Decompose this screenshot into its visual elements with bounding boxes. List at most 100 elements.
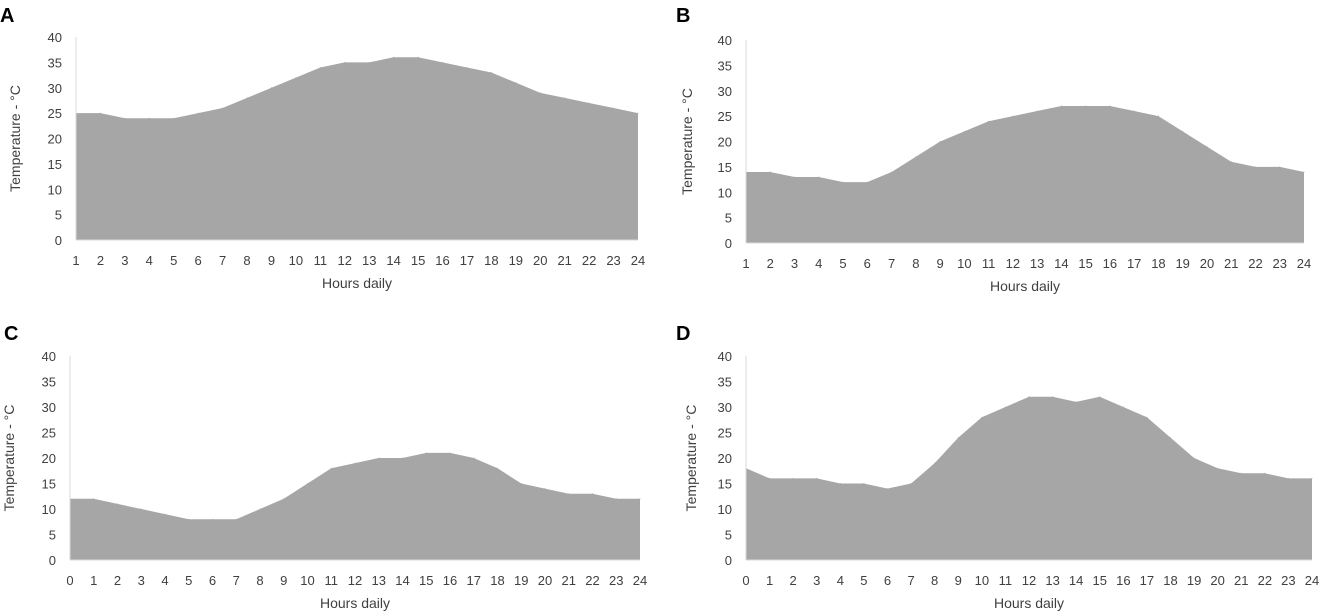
x-tick-label: 6 [195, 253, 202, 268]
data-point [615, 498, 617, 500]
y-tick-label: 5 [725, 528, 732, 543]
temperature-area [746, 396, 1312, 560]
x-tick-label: 4 [161, 573, 168, 588]
y-tick-label: 40 [718, 349, 732, 364]
data-point [93, 498, 95, 500]
x-tick-label: 6 [864, 256, 871, 271]
data-point [449, 452, 451, 454]
y-tick-label: 15 [48, 157, 62, 172]
x-tick-label: 22 [585, 573, 599, 588]
x-tick-label: 6 [209, 573, 216, 588]
data-point [378, 457, 380, 459]
x-tick-label: 24 [631, 253, 645, 268]
data-point [839, 483, 841, 484]
x-tick-label: 19 [514, 573, 528, 588]
y-tick-label: 20 [718, 451, 732, 466]
x-axis-title: Hours daily [322, 275, 392, 291]
y-tick-label: 15 [718, 160, 732, 175]
data-point [1170, 437, 1171, 439]
x-tick-label: 13 [1030, 256, 1044, 271]
x-tick-label: 11 [314, 253, 328, 268]
y-tick-label: 35 [718, 58, 732, 73]
data-point [417, 56, 419, 58]
x-tick-label: 11 [982, 256, 996, 271]
temperature-area [70, 452, 640, 560]
data-point [319, 66, 321, 68]
panel-letter: C [4, 323, 18, 345]
data-point [988, 120, 990, 122]
data-point [539, 92, 541, 94]
data-point [1279, 166, 1281, 168]
data-point [1254, 166, 1256, 168]
x-tick-label: 16 [1116, 573, 1130, 588]
x-tick-label: 4 [837, 573, 844, 588]
y-axis-title: Temperature - °C [1, 405, 17, 512]
data-point [1287, 477, 1289, 479]
x-tick-label: 16 [435, 253, 449, 268]
data-point [963, 130, 965, 132]
x-tick-label: 12 [1022, 573, 1036, 588]
data-point [1060, 105, 1062, 107]
y-tick-label: 0 [55, 233, 62, 248]
data-point [1052, 396, 1054, 398]
x-tick-label: 7 [907, 573, 914, 588]
x-tick-label: 18 [490, 573, 504, 588]
y-tick-label: 30 [718, 400, 732, 415]
data-point [425, 452, 427, 454]
y-tick-label: 30 [42, 400, 56, 415]
y-tick-label: 10 [718, 185, 732, 200]
x-tick-label: 5 [839, 256, 846, 271]
data-point [212, 518, 213, 520]
data-point [592, 493, 593, 495]
data-point [568, 493, 570, 495]
data-point [1085, 105, 1087, 107]
data-point [934, 462, 936, 464]
x-tick-label: 9 [280, 573, 287, 588]
data-point [842, 181, 844, 183]
data-point [613, 107, 615, 109]
y-tick-label: 25 [718, 109, 732, 124]
x-tick-label: 20 [538, 573, 552, 588]
x-tick-label: 21 [562, 573, 576, 588]
data-point [515, 82, 517, 84]
x-tick-label: 1 [72, 253, 79, 268]
x-tick-label: 5 [170, 253, 177, 268]
x-tick-label: 15 [1078, 256, 1092, 271]
y-axis-title: Temperature - °C [679, 88, 695, 195]
x-tick-label: 23 [606, 253, 620, 268]
temperature-area [76, 57, 638, 240]
x-tick-label: 15 [419, 573, 433, 588]
data-point [235, 518, 237, 520]
data-point [148, 117, 150, 119]
x-tick-label: 5 [860, 573, 867, 588]
data-point [1133, 110, 1135, 112]
x-tick-label: 10 [957, 256, 971, 271]
data-point [544, 488, 546, 490]
data-point [818, 176, 820, 178]
data-point [1122, 406, 1124, 408]
data-point [891, 171, 893, 173]
y-tick-label: 35 [718, 375, 732, 390]
x-tick-label: 9 [936, 256, 943, 271]
x-axis-title: Hours daily [990, 278, 1060, 294]
y-tick-label: 15 [42, 477, 56, 492]
data-point [1028, 396, 1030, 398]
x-tick-label: 11 [999, 573, 1013, 588]
data-point [473, 457, 475, 459]
data-point [140, 508, 142, 510]
x-tick-label: 17 [460, 253, 474, 268]
y-tick-label: 35 [48, 55, 62, 70]
x-tick-label: 9 [268, 253, 275, 268]
panel-letter: A [0, 5, 14, 27]
x-tick-label: 21 [1234, 573, 1248, 588]
y-tick-label: 25 [718, 426, 732, 441]
x-tick-label: 18 [1151, 256, 1165, 271]
x-tick-label: 22 [1248, 256, 1262, 271]
data-point [1217, 467, 1219, 469]
y-axis-title: Temperature - °C [683, 405, 699, 512]
x-tick-label: 0 [742, 573, 749, 588]
data-point [270, 87, 272, 89]
